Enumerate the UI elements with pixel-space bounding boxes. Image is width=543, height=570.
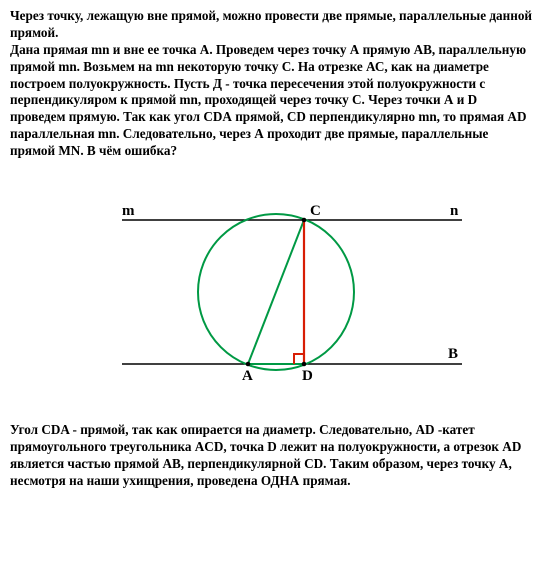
label-m: m — [122, 203, 135, 219]
geometry-diagram: m n C A D B — [62, 174, 482, 404]
point-d-dot — [301, 362, 306, 367]
point-a-dot — [245, 362, 250, 367]
label-b: B — [448, 346, 458, 362]
label-a: A — [242, 368, 253, 384]
label-c: C — [310, 203, 321, 219]
answer-text: Угол CDA - прямой, так как опирается на … — [10, 422, 533, 490]
label-d: D — [302, 368, 313, 384]
label-n: n — [450, 203, 459, 219]
problem-statement: Через точку, лежащую вне прямой, можно п… — [10, 8, 533, 160]
segment-ac — [248, 220, 304, 364]
point-c-dot — [301, 218, 306, 223]
